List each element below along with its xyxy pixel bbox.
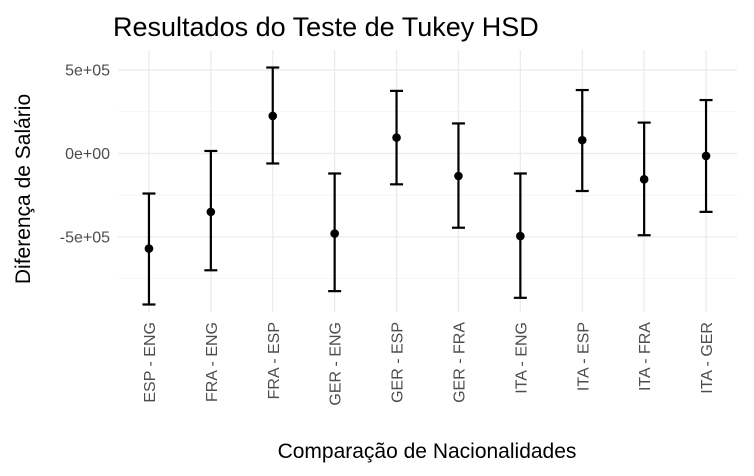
x-tick-label: ITA - ESP xyxy=(575,322,592,391)
x-tick-label: FRA - ENG xyxy=(204,322,221,402)
error-bar xyxy=(142,192,156,306)
error-bar xyxy=(390,89,404,186)
error-bar xyxy=(575,88,589,193)
error-bar xyxy=(328,172,342,293)
x-axis-title: Comparação de Nacionalidades xyxy=(278,440,577,463)
error-bar xyxy=(637,121,651,237)
mean-diff-point xyxy=(516,231,525,241)
x-tick-label: ITA - ENG xyxy=(513,322,530,394)
y-tick-label: 0e+00 xyxy=(65,146,110,163)
chart-title: Resultados do Teste de Tukey HSD xyxy=(113,12,539,42)
mean-diff-point xyxy=(144,244,154,253)
error-bar xyxy=(266,66,280,165)
x-tick-label: GER - FRA xyxy=(451,322,468,403)
x-tick-label: GER - ENG xyxy=(328,322,345,406)
y-tick-label: 5e+05 xyxy=(65,63,110,80)
mean-diff-point xyxy=(701,151,711,161)
mean-diff-point xyxy=(330,229,339,238)
y-axis-ticks: -5e+05 0e+00 5e+05 xyxy=(60,63,110,247)
error-bar xyxy=(204,149,218,272)
error-bar xyxy=(451,122,465,229)
mean-diff-point xyxy=(577,135,587,145)
error-bar xyxy=(699,98,713,213)
x-tick-label: ITA - GER xyxy=(699,322,716,394)
error-bar xyxy=(513,172,527,299)
x-axis-ticks: ESP - ENG FRA - ENG FRA - ESP GER - ENG GER … xyxy=(142,322,716,406)
mean-diff-point xyxy=(392,133,401,142)
mean-diff-point xyxy=(454,171,463,181)
x-tick-label: ESP - ENG xyxy=(142,322,159,403)
x-tick-label: GER - ESP xyxy=(390,322,407,403)
y-axis-title: Diferença de Salário xyxy=(12,94,35,284)
x-tick-label: FRA - ESP xyxy=(266,322,283,399)
x-tick-label: ITA - FRA xyxy=(637,322,654,391)
mean-diff-point xyxy=(206,207,216,217)
mean-diff-point xyxy=(268,111,278,121)
errorbar-series xyxy=(142,66,713,306)
y-tick-label: -5e+05 xyxy=(60,229,110,246)
mean-diff-point xyxy=(639,175,649,184)
